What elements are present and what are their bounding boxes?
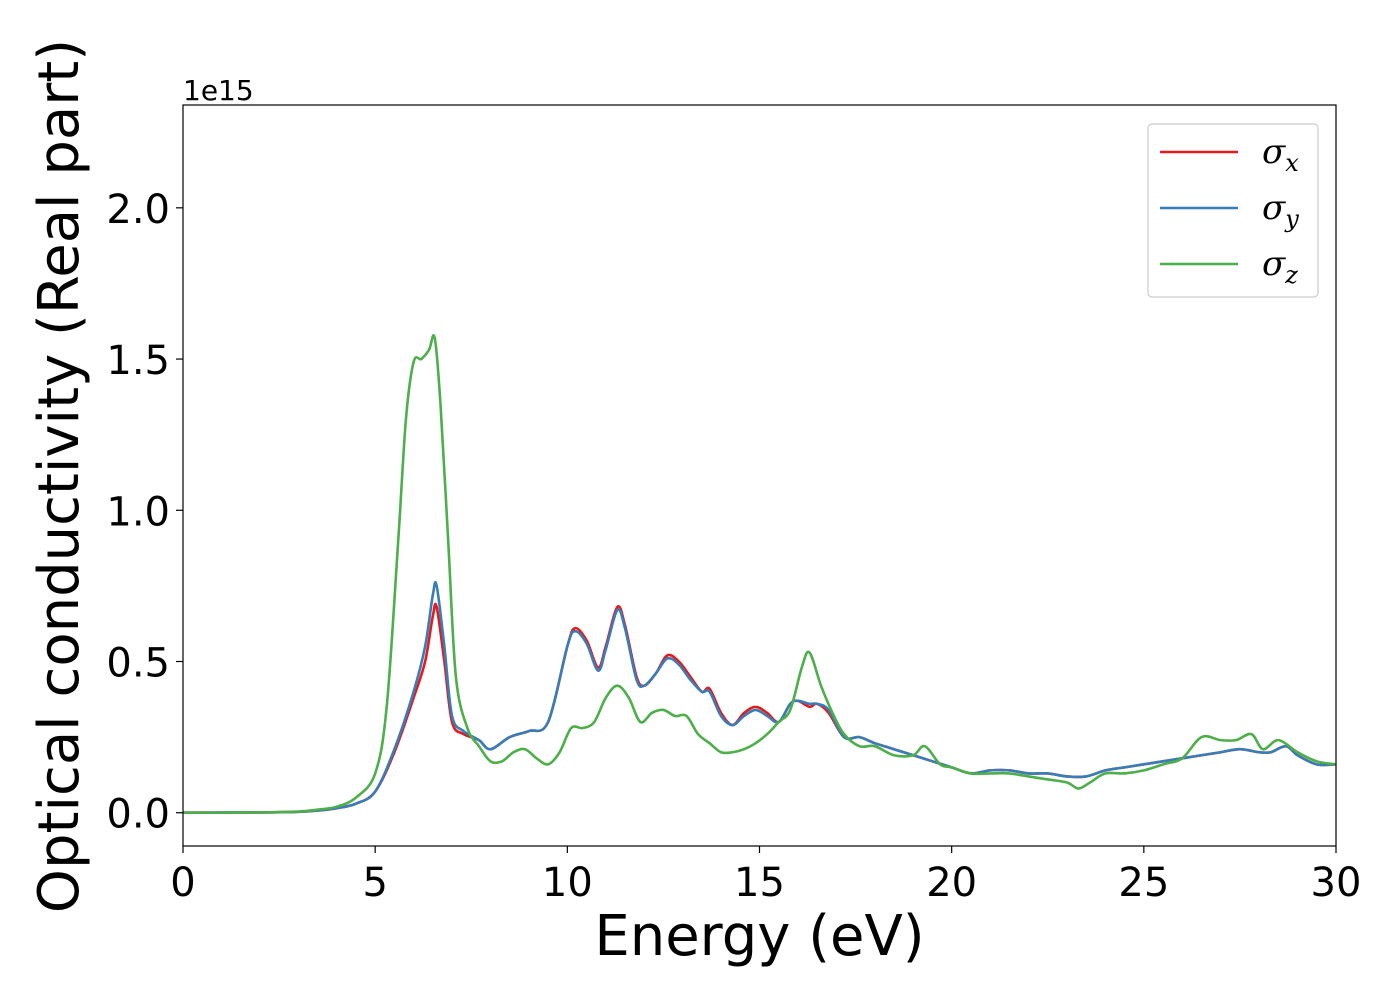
y-axis-title: Optical conductivity (Real part) <box>27 39 92 913</box>
series-line-sigma-z <box>183 334 1336 815</box>
x-axis-title: Energy (eV) <box>594 904 924 969</box>
y-tick-label: 2.0 <box>106 187 170 233</box>
x-tick-label: 20 <box>926 860 977 906</box>
y-tick-label: 1.5 <box>106 338 170 384</box>
x-tick-label: 10 <box>542 860 593 906</box>
legend-frame <box>1147 123 1319 298</box>
x-tick-label: 0 <box>170 860 195 906</box>
x-tick-label: 30 <box>1311 860 1362 906</box>
y-offset-label: 1e15 <box>183 74 254 107</box>
x-tick-label: 5 <box>362 860 387 906</box>
y-tick-label: 0.0 <box>106 792 170 838</box>
x-tick-label: 25 <box>1118 860 1169 906</box>
y-axis-ticks: 0.0 0.5 1.0 1.5 2.0 <box>106 187 183 838</box>
x-axis-ticks: 0 5 10 15 20 25 30 <box>170 846 1361 906</box>
series-line-sigma-y <box>183 580 1336 815</box>
x-tick-label: 15 <box>734 860 785 906</box>
series-layer <box>183 334 1336 815</box>
y-tick-label: 1.0 <box>106 489 170 535</box>
legend-label-sigma-x: σx <box>1262 132 1299 177</box>
y-tick-label: 0.5 <box>106 641 170 687</box>
